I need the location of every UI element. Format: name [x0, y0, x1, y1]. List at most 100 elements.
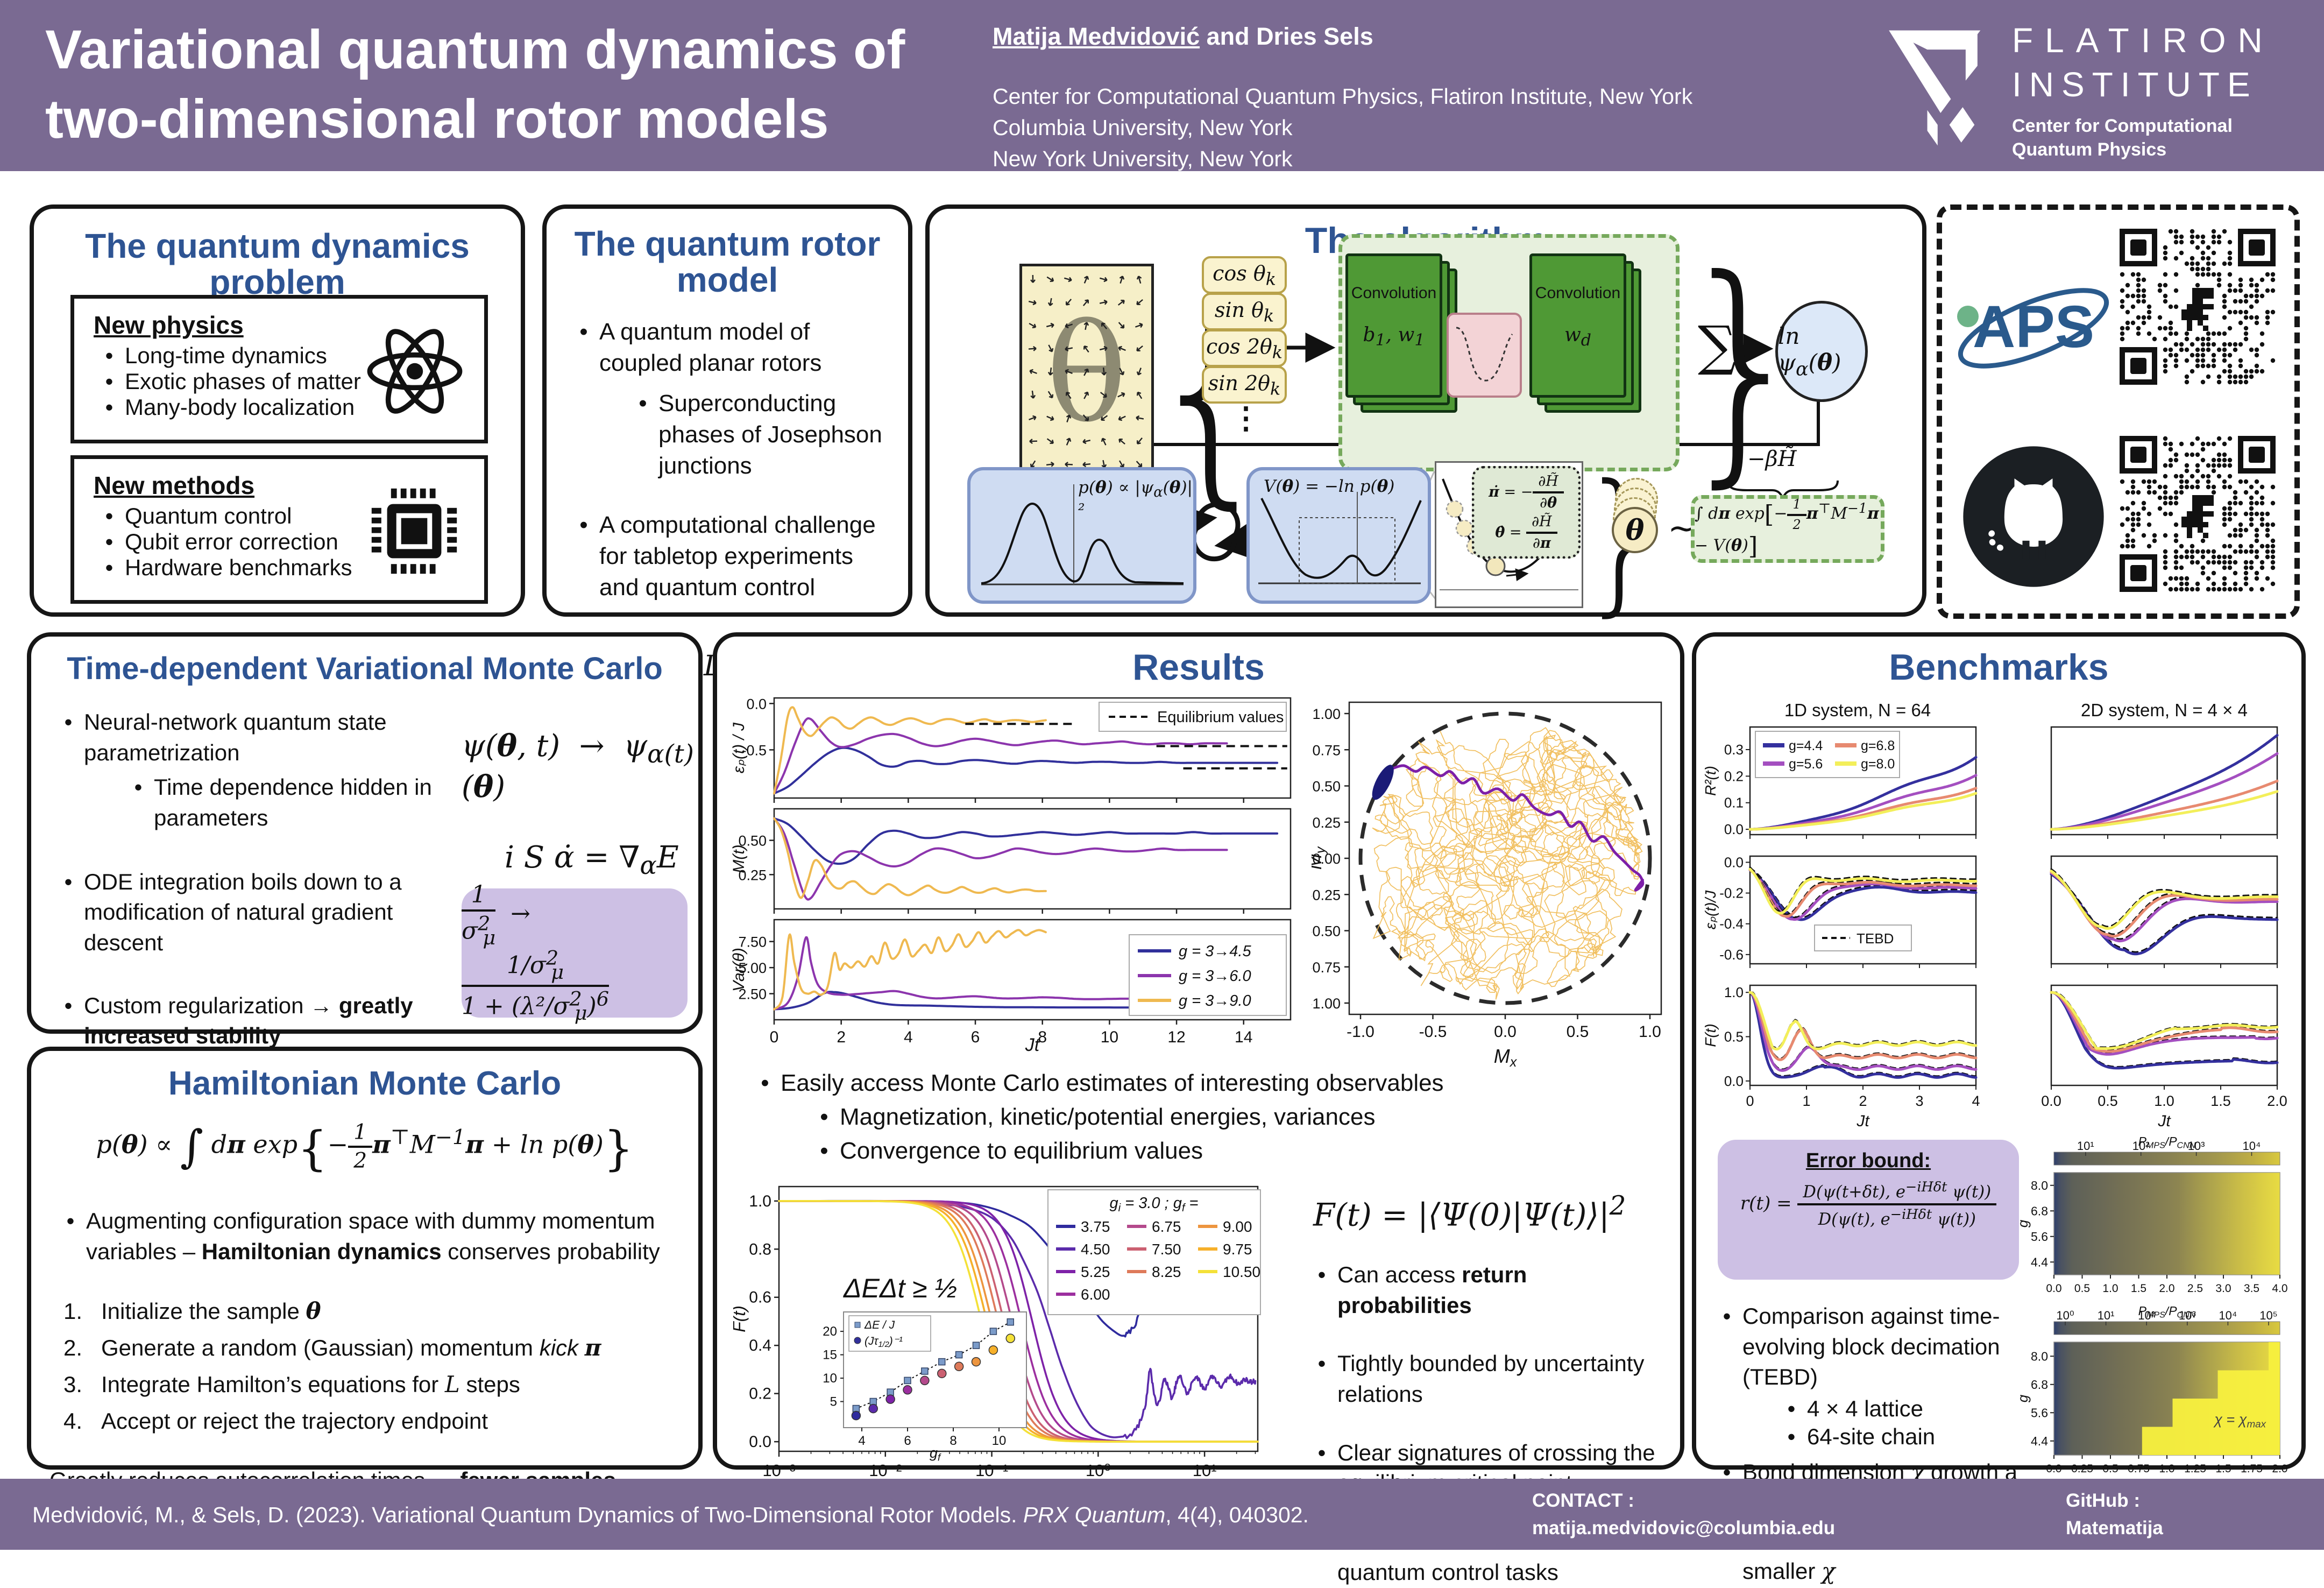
svg-text:-0.5: -0.5: [1419, 1023, 1447, 1041]
new-physics-box: New physics • Long-time dynamics • Exotic …: [70, 295, 488, 443]
sub-bullet: 64-site chain: [1807, 1424, 1936, 1450]
svg-text:χ = χmax: χ = χmax: [2213, 1411, 2266, 1430]
author-main: Matija Medvidović: [993, 23, 1200, 50]
ansatz-formula: ψ(θ, t) → ψα(t)(θ): [462, 728, 694, 805]
bullet: Augmenting configuration space with dumm…: [86, 1208, 660, 1265]
flatiron-logo-icon: [1889, 30, 1981, 146]
svg-text:6: 6: [904, 1434, 911, 1448]
svg-text:10²: 10²: [2138, 1309, 2155, 1322]
svg-text:0.0: 0.0: [1724, 821, 1744, 837]
svg-text:TEBD: TEBD: [1857, 930, 1894, 947]
svg-text:4.0: 4.0: [2272, 1282, 2287, 1295]
section-title: Benchmarks: [1889, 647, 2109, 688]
mps-cnn-heatmap-2d: PMPS/PCNN 10⁰ 10¹ 10² 10³ 10⁴ 10⁵ χ = χmax 8.0 6.…: [2019, 1307, 2288, 1492]
aps-logo: APS: [1953, 274, 2114, 382]
svg-text:Var(θ): Var(θ): [731, 948, 748, 992]
conv2-card: Convolution wd: [1529, 253, 1626, 398]
svg-text:7.50: 7.50: [1152, 1241, 1181, 1258]
svg-text:4: 4: [1972, 1093, 1980, 1109]
svg-text:6.00: 6.00: [1081, 1286, 1110, 1303]
svg-text:5.6: 5.6: [2031, 1230, 2048, 1244]
svg-text:F(t): F(t): [1703, 1024, 1719, 1047]
svg-text:0.0: 0.0: [2041, 1093, 2061, 1109]
svg-text:0.5: 0.5: [1567, 1023, 1589, 1041]
svg-text:10¹: 10¹: [2077, 1139, 2094, 1153]
svg-text:0.0: 0.0: [2046, 1463, 2061, 1475]
github-logo-icon: [1958, 441, 2109, 595]
svg-text:3.75: 3.75: [1081, 1218, 1110, 1235]
github-block: GitHub : Matematija: [2066, 1487, 2163, 1542]
svg-text:Mx: Mx: [1494, 1045, 1518, 1070]
svg-text:1.5: 1.5: [2131, 1282, 2146, 1295]
chip-icon: [371, 488, 457, 574]
svg-text:gi = 3.0 ; gf =: gi = 3.0 ; gf =: [1110, 1195, 1199, 1214]
svg-text:2.0: 2.0: [2267, 1093, 2287, 1109]
section-benchmarks: Benchmarks 1D system, N = 64 2D system, …: [1692, 632, 2306, 1584]
error-bound-heading: Error bound:: [1805, 1149, 1931, 1172]
svg-text:g=8.0: g=8.0: [1861, 757, 1895, 772]
svg-text:10⁴: 10⁴: [2243, 1139, 2261, 1153]
svg-text:ΔE / J: ΔE / J: [864, 1319, 895, 1331]
bench-col1-title: 1D system, N = 64: [1784, 700, 1931, 720]
sub-bullet: Convergence to equilibrium values: [840, 1138, 1203, 1164]
svg-text:14: 14: [1235, 1028, 1252, 1046]
log-psi-node: ln ψα(θ): [1775, 301, 1868, 402]
svg-text:0.0: 0.0: [1724, 1073, 1744, 1089]
svg-text:6: 6: [971, 1028, 980, 1046]
svg-text:1.0: 1.0: [2154, 1093, 2174, 1109]
paper-qr-code: [2120, 229, 2276, 385]
bullet: Hardware benchmarks: [125, 555, 352, 580]
bullet: Long-time dynamics: [125, 343, 327, 368]
bullet: Custom regularization → greatly increase…: [84, 992, 413, 1049]
boltzmann-integral-box: ∫ dπ exp[− 1 2 π⊤M−1π − V(θ)]: [1691, 495, 1884, 563]
svg-text:Jt: Jt: [1856, 1112, 1870, 1126]
svg-text:10⁻¹: 10⁻¹: [975, 1461, 1008, 1480]
bench-col2-title: 2D system, N = 4 × 4: [2081, 700, 2248, 720]
flatiron-logo-text: FLATIRON INSTITUTE Center for Computatio…: [2012, 21, 2275, 160]
svg-text:9.75: 9.75: [1223, 1241, 1252, 1258]
section-hmc: Hamiltonian Monte Carlo p(θ) ∝ ∫ dπ exp{…: [27, 1047, 703, 1519]
magnetization-trajectory-chart: -1.0 -0.5 0.0 0.5 1.0 -1.00 -0.75 -0.50 -0.25 0.0…: [1312, 701, 1662, 1070]
svg-text:F(t): F(t): [733, 1305, 749, 1332]
hmc-step: 2. Generate a random (Gaussian) momentum …: [63, 1334, 601, 1361]
svg-text:0.25: 0.25: [2071, 1463, 2093, 1475]
beta-h-label: −βH̃: [1747, 447, 1797, 471]
svg-text:Jt: Jt: [1025, 1035, 1040, 1055]
svg-text:(Jτ1/2)⁻¹: (Jτ1/2)⁻¹: [865, 1335, 903, 1349]
svg-text:4.50: 4.50: [1081, 1241, 1110, 1258]
svg-text:10: 10: [823, 1371, 837, 1386]
svg-text:1.5: 1.5: [2215, 1463, 2231, 1475]
svg-text:10²: 10²: [2132, 1139, 2150, 1153]
bullet: ODE integration boils down to a modifica…: [84, 869, 402, 956]
footer-band: Medvidović, M., & Sels, D. (2023). Varia…: [0, 1479, 2324, 1550]
bullet: Quantum control: [125, 503, 292, 528]
svg-text:1: 1: [1802, 1093, 1810, 1109]
svg-text:10⁻³: 10⁻³: [762, 1461, 795, 1480]
svg-text:5: 5: [830, 1395, 837, 1409]
svg-text:0.0: 0.0: [2046, 1282, 2061, 1295]
qr-links-box: APS: [1937, 204, 2300, 619]
svg-text:10: 10: [1101, 1028, 1118, 1046]
hmc-step: 1. Initialize the sample θ: [63, 1297, 321, 1324]
svg-text:10⁴: 10⁴: [2219, 1309, 2237, 1322]
svg-text:-0.75: -0.75: [1312, 959, 1341, 976]
svg-text:1.0: 1.0: [1724, 984, 1744, 1000]
svg-text:0.25: 0.25: [738, 867, 767, 883]
section-quantum-rotor-model: The quantum rotor model • A quantum model …: [542, 204, 912, 739]
potential-panel: V(θ) = −ln p(θ): [1246, 467, 1431, 604]
conv-label: Convolution: [1535, 284, 1621, 302]
section-quantum-dynamics-problem: The quantum dynamics problem New physics…: [30, 204, 525, 617]
section-title: Time-dependent Variational Monte Carlo: [67, 651, 663, 686]
cycle-arrows-icon: [1176, 502, 1256, 562]
svg-text:g: g: [2019, 1219, 2031, 1227]
svg-text:3.0: 3.0: [2215, 1282, 2231, 1295]
svg-text:εₚ(t)/J: εₚ(t)/J: [1703, 890, 1719, 930]
svg-text:ΔEΔt ≥ ½: ΔEΔt ≥ ½: [843, 1273, 957, 1303]
new-physics-heading: New physics: [94, 311, 244, 339]
new-methods-heading: New methods: [94, 471, 255, 499]
svg-text:0.0: 0.0: [746, 696, 767, 712]
sub-bullet: Time dependence hidden in parameters: [154, 774, 432, 830]
theta-samples-coins: θ: [1612, 478, 1661, 569]
svg-text:2: 2: [837, 1028, 846, 1046]
svg-text:4.4: 4.4: [2031, 1434, 2048, 1448]
